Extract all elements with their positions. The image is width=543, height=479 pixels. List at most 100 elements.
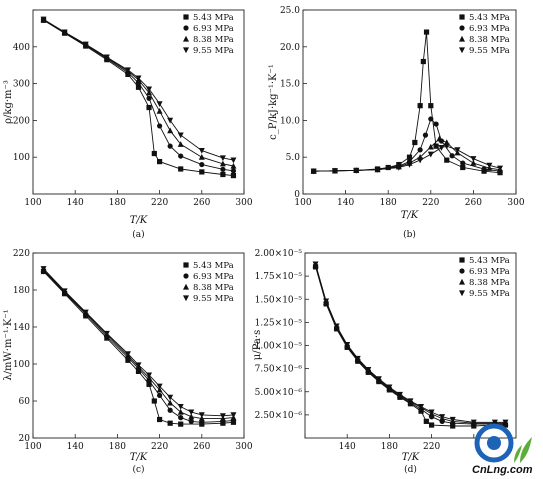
data-point bbox=[146, 95, 152, 101]
y-tick-label: 1.00×10⁻⁵ bbox=[255, 342, 303, 352]
data-point bbox=[188, 413, 195, 420]
legend-marker bbox=[459, 47, 465, 54]
data-point bbox=[353, 167, 360, 174]
data-point bbox=[219, 155, 226, 162]
y-tick-label: 180 bbox=[13, 286, 30, 296]
x-axis-label: T/K bbox=[130, 452, 148, 463]
legend-entry: 6.93 MPa bbox=[193, 272, 234, 282]
y-tick-label: 100 bbox=[13, 153, 30, 163]
data-point bbox=[396, 391, 403, 398]
legend-entry: 9.55 MPa bbox=[193, 46, 234, 56]
data-point bbox=[167, 117, 174, 124]
logo-leaf-icon bbox=[514, 437, 532, 463]
logo-core bbox=[487, 436, 501, 450]
data-point bbox=[449, 153, 455, 159]
chart-panel-d: 140 180 220 2.50×10⁻⁶ 5.00×10⁻⁶ 7.50×10⁻⁶ 1.00… bbox=[252, 249, 517, 475]
data-point bbox=[146, 86, 153, 93]
x-tick-label: 220 bbox=[422, 198, 439, 208]
data-point bbox=[146, 89, 153, 96]
legend-marker bbox=[459, 35, 465, 42]
data-point bbox=[444, 157, 450, 163]
x-tick-label: 140 bbox=[337, 198, 354, 208]
data-point bbox=[82, 41, 89, 48]
data-point bbox=[428, 103, 434, 109]
data-point bbox=[412, 139, 418, 146]
y-tick-label: 60 bbox=[19, 397, 31, 407]
y-tick-label: 25.0 bbox=[280, 6, 300, 16]
data-point bbox=[219, 413, 226, 419]
x-tick-label: 260 bbox=[465, 198, 482, 208]
y-axis-label: μ/Pa·s bbox=[252, 330, 263, 360]
data-point bbox=[406, 161, 413, 168]
data-point bbox=[177, 132, 184, 139]
legend-marker bbox=[183, 295, 189, 302]
data-point bbox=[460, 160, 466, 166]
data-point bbox=[312, 261, 319, 268]
data-point bbox=[230, 162, 237, 169]
data-point bbox=[470, 156, 477, 162]
data-point bbox=[470, 159, 477, 166]
x-tick-label: 300 bbox=[507, 198, 524, 208]
data-point bbox=[198, 154, 205, 160]
data-point bbox=[354, 355, 361, 362]
data-point bbox=[429, 422, 435, 428]
series-line bbox=[43, 271, 234, 425]
data-point bbox=[470, 419, 477, 426]
data-point bbox=[156, 386, 163, 393]
watermark-logo: CnLng.com bbox=[472, 423, 533, 476]
data-point bbox=[386, 384, 393, 391]
data-point bbox=[230, 173, 237, 179]
x-tick-label: 260 bbox=[193, 442, 210, 452]
data-point bbox=[199, 161, 205, 168]
series-triangle-down bbox=[312, 261, 509, 426]
x-tick-label: 180 bbox=[109, 442, 126, 452]
data-point bbox=[428, 116, 434, 122]
y-tick-label: 100 bbox=[13, 360, 30, 370]
data-point bbox=[103, 54, 110, 61]
x-tick-label: 140 bbox=[67, 442, 84, 452]
data-point bbox=[177, 403, 184, 410]
data-point bbox=[427, 151, 434, 158]
data-point bbox=[449, 416, 456, 423]
y-tick-label: 400 bbox=[13, 43, 30, 53]
data-point bbox=[219, 160, 226, 167]
data-point bbox=[439, 414, 446, 420]
data-point bbox=[40, 16, 47, 23]
y-axis-label: λ/mW·m⁻¹·K⁻¹ bbox=[3, 309, 14, 380]
legend-entry: 9.55 MPa bbox=[193, 294, 234, 304]
y-tick-label: 2.50×10⁻⁶ bbox=[255, 411, 303, 421]
data-point bbox=[124, 67, 131, 74]
legend-marker bbox=[459, 268, 465, 274]
data-point bbox=[135, 75, 142, 82]
data-point bbox=[375, 376, 382, 382]
data-point bbox=[198, 147, 205, 154]
data-point bbox=[344, 341, 351, 348]
x-tick-label: 100 bbox=[24, 442, 41, 452]
data-point bbox=[151, 150, 157, 157]
data-point bbox=[167, 420, 173, 426]
x-tick-label: 140 bbox=[339, 442, 356, 452]
y-tick-label: 300 bbox=[13, 80, 30, 90]
panel-label: (a) bbox=[132, 229, 144, 240]
data-point bbox=[188, 409, 195, 416]
data-point bbox=[40, 266, 47, 272]
y-tick-label: 1.75×10⁻⁵ bbox=[255, 272, 303, 282]
series-line bbox=[43, 269, 234, 420]
data-point bbox=[146, 372, 153, 379]
data-point bbox=[135, 368, 142, 374]
legend-marker bbox=[183, 47, 189, 54]
data-point bbox=[198, 412, 205, 419]
y-tick-label: 200 bbox=[13, 116, 30, 126]
x-tick-label: 300 bbox=[235, 198, 252, 208]
y-tick-label: 0 bbox=[294, 190, 300, 200]
y-tick-label: 20.0 bbox=[280, 43, 300, 53]
data-point bbox=[427, 143, 434, 150]
legend-marker bbox=[183, 35, 189, 42]
data-point bbox=[486, 162, 493, 169]
data-point bbox=[178, 421, 184, 427]
legend-marker bbox=[183, 262, 189, 268]
chart-panel-c: 100 140 180 220 260 3002060100140180220T/Kλ/m… bbox=[3, 249, 253, 475]
legend-entry: 9.55 MPa bbox=[469, 289, 510, 299]
